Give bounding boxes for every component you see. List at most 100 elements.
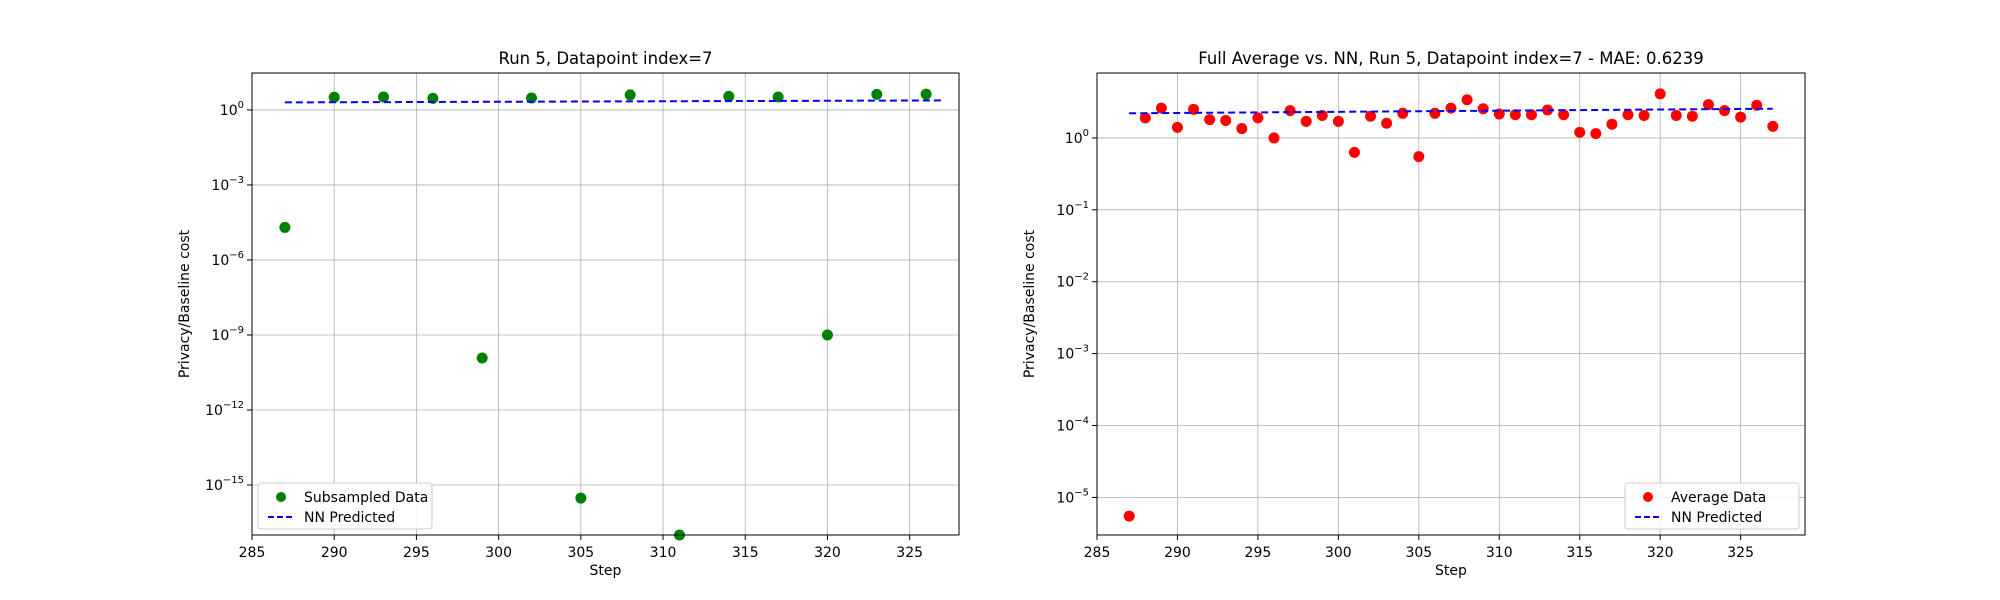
x-axis-label: Step <box>1435 563 1467 579</box>
plot-area-frame <box>251 72 960 536</box>
data-point <box>1429 107 1441 119</box>
data-point <box>1606 118 1618 130</box>
y-axis-label: Privacy/Baseline cost <box>177 229 193 378</box>
data-point <box>1461 94 1473 106</box>
data-point <box>1654 88 1666 100</box>
x-tick-label: 320 <box>814 545 841 561</box>
y-tick-exponent: 0 <box>1083 128 1089 139</box>
y-tick-label: 10−15 <box>205 475 244 494</box>
y-tick-label: 10−3 <box>211 175 244 194</box>
right-chart: 285 290 295 300 305 310 315 320 32510−510−410−31… <box>1022 49 1806 579</box>
data-point <box>1638 110 1650 122</box>
data-point <box>1365 110 1377 122</box>
data-point <box>1284 105 1296 117</box>
data-point <box>1332 115 1344 127</box>
x-tick-label: 315 <box>732 545 759 561</box>
y-tick-label: 10−9 <box>211 325 244 344</box>
x-tick-label: 285 <box>1084 545 1111 561</box>
x-tick-label: 295 <box>1245 545 1272 561</box>
x-tick-label: 320 <box>1647 545 1674 561</box>
x-tick-label: 325 <box>1727 545 1754 561</box>
data-point <box>1413 151 1425 163</box>
data-point <box>1300 115 1312 127</box>
x-tick-label: 325 <box>896 545 923 561</box>
legend: Average Data NN Predicted <box>1624 482 1800 530</box>
legend-label: NN Predicted <box>1671 510 1762 526</box>
data-point <box>1670 110 1682 122</box>
data-point <box>772 91 784 103</box>
y-tick-label: 10−2 <box>1056 272 1089 291</box>
data-point <box>624 89 636 101</box>
data-point <box>575 492 587 504</box>
data-point <box>1686 110 1698 122</box>
data-point <box>1123 510 1135 522</box>
y-tick-exponent: −1 <box>1074 200 1089 211</box>
data-point <box>279 221 291 233</box>
data-point <box>1558 109 1570 121</box>
data-point <box>1204 114 1216 126</box>
x-tick-label: 295 <box>403 545 430 561</box>
x-tick-label: 305 <box>567 545 594 561</box>
data-point <box>1574 126 1586 138</box>
legend-point-marker <box>276 492 286 502</box>
y-tick-base: 10 <box>1065 131 1083 147</box>
y-tick-label: 100 <box>220 100 244 119</box>
data-point <box>476 352 488 364</box>
y-tick-base: 10 <box>220 103 238 119</box>
chart-title: Full Average vs. NN, Run 5, Datapoint in… <box>1198 49 1703 68</box>
left-chart: 285 290 295 300 305 310 315 320 32510−1510−1210−… <box>177 49 960 579</box>
legend-label: Average Data <box>1671 490 1766 506</box>
legend-box <box>1624 482 1800 530</box>
x-tick-label: 285 <box>239 545 266 561</box>
data-point <box>1702 99 1714 111</box>
y-tick-base: 10 <box>1056 203 1074 219</box>
y-tick-exponent: −9 <box>229 325 244 336</box>
y-tick-base: 10 <box>1056 275 1074 291</box>
data-point <box>1397 107 1409 119</box>
y-tick-label: 10−4 <box>1056 416 1089 435</box>
y-tick-base: 10 <box>211 178 229 194</box>
x-tick-label: 290 <box>1164 545 1191 561</box>
y-tick-label: 10−3 <box>1056 344 1089 363</box>
x-tick-label: 305 <box>1405 545 1432 561</box>
legend-box <box>257 482 433 530</box>
y-tick-label: 10−12 <box>205 400 244 419</box>
y-tick-exponent: −15 <box>223 475 244 486</box>
x-tick-label: 290 <box>321 545 348 561</box>
y-tick-base: 10 <box>205 478 223 494</box>
y-tick-exponent: −12 <box>223 400 244 411</box>
y-tick-exponent: −2 <box>1074 272 1089 283</box>
data-point <box>1735 111 1747 123</box>
x-tick-label: 300 <box>1325 545 1352 561</box>
data-point <box>1525 109 1537 121</box>
nn-predicted-line <box>1129 107 1773 115</box>
y-tick-base: 10 <box>1056 419 1074 435</box>
data-point <box>1590 128 1602 140</box>
data-point <box>1155 102 1167 114</box>
y-tick-base: 10 <box>1056 347 1074 363</box>
data-point <box>1509 109 1521 121</box>
x-tick-label: 315 <box>1566 545 1593 561</box>
data-point <box>328 91 340 103</box>
x-tick-label: 310 <box>650 545 677 561</box>
y-tick-label: 100 <box>1065 128 1089 147</box>
y-tick-label: 10−5 <box>1056 487 1089 506</box>
y-tick-exponent: −6 <box>229 250 244 261</box>
data-point <box>1220 114 1232 126</box>
data-point <box>1171 121 1183 133</box>
y-tick-base: 10 <box>211 253 229 269</box>
y-tick-base: 10 <box>205 403 223 419</box>
legend-label: Subsampled Data <box>304 490 428 506</box>
data-point <box>1348 146 1360 158</box>
y-tick-exponent: −3 <box>229 175 244 186</box>
y-tick-base: 10 <box>211 328 229 344</box>
x-tick-label: 300 <box>485 545 512 561</box>
y-tick-exponent: 0 <box>238 100 244 111</box>
legend-point-marker <box>1643 492 1653 502</box>
data-point <box>1719 105 1731 117</box>
data-point <box>1139 112 1151 124</box>
data-point <box>871 88 883 100</box>
data-point <box>1236 123 1248 135</box>
data-point <box>821 329 833 341</box>
